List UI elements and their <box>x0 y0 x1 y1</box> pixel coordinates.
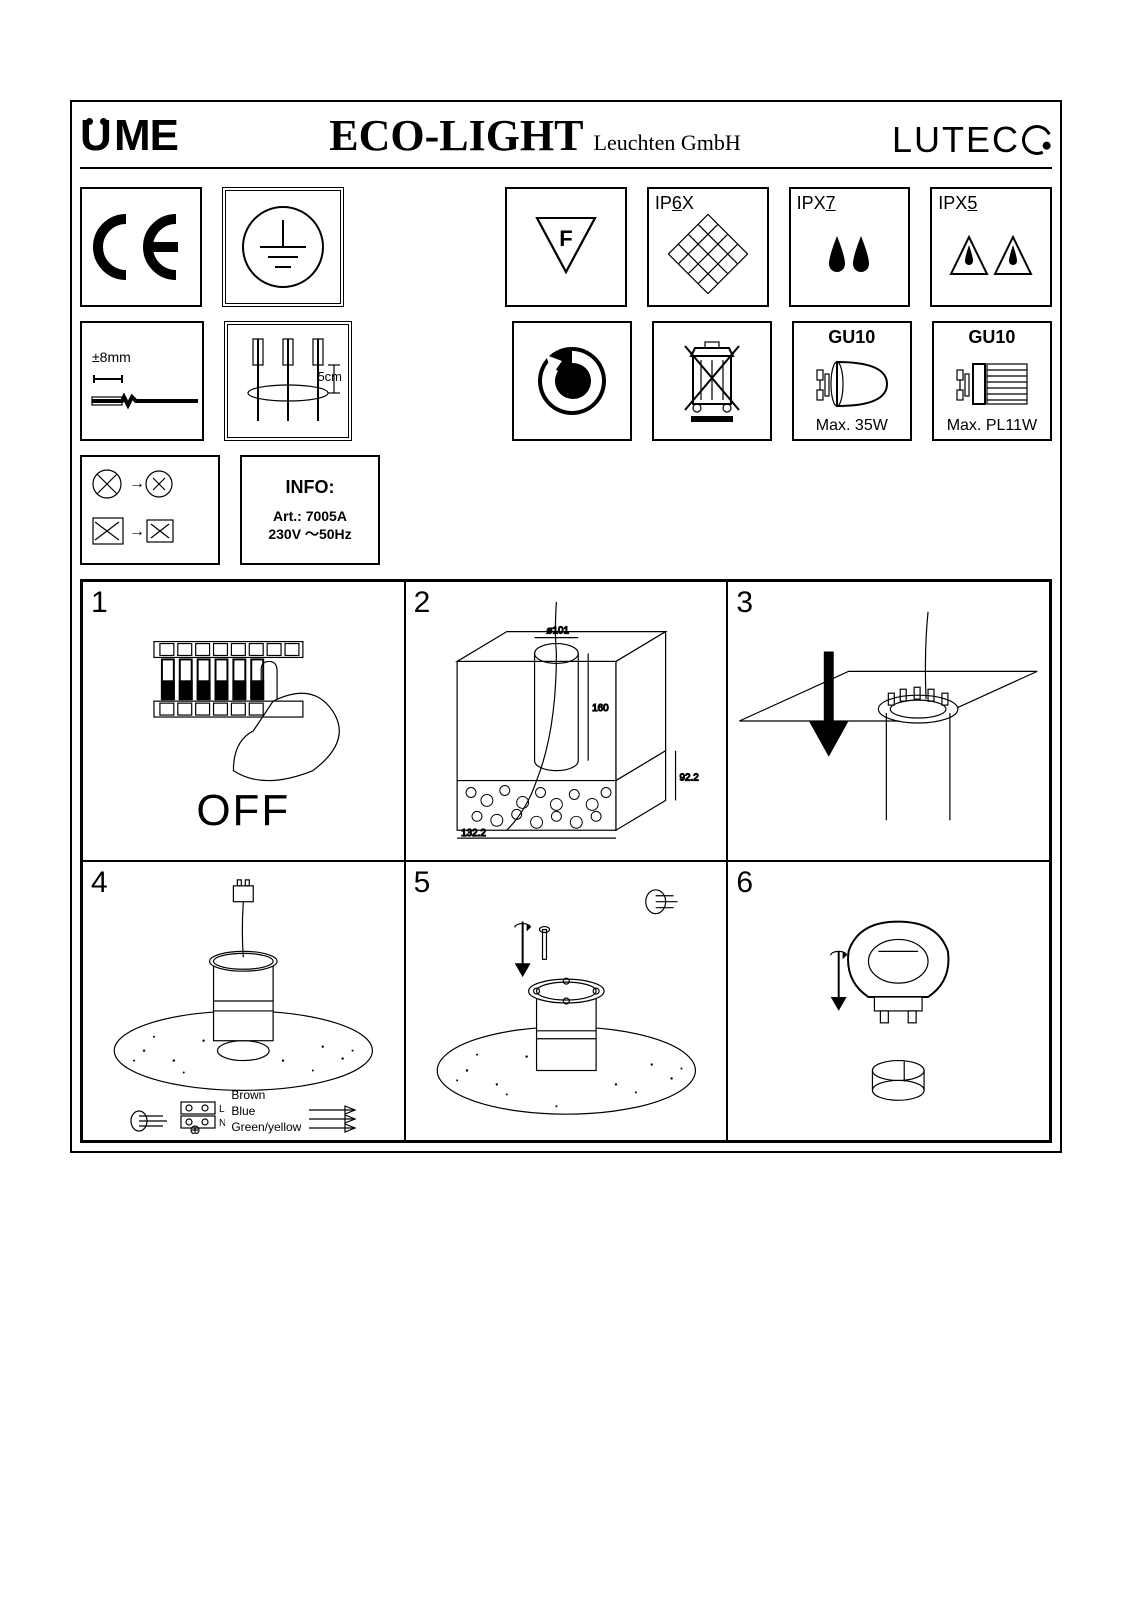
weee-bin-icon <box>652 321 772 441</box>
gu10-pl11w-icon: GU10 <box>932 321 1052 441</box>
certification-icons: F IP6X <box>80 187 1052 565</box>
document-title: ECO-LIGHT Leuchten GmbH <box>329 110 741 161</box>
title-main: ECO-LIGHT <box>329 110 583 161</box>
header-bar: UME ECO-LIGHT Leuchten GmbH LUTEC <box>80 110 1052 169</box>
cable-strip-icon: ±8mm <box>80 321 204 441</box>
recycle-icon <box>512 321 632 441</box>
svg-text:N: N <box>219 1118 225 1129</box>
step-5: 5 <box>405 861 728 1141</box>
info-title: INFO: <box>286 477 335 498</box>
ipx5-icon: IPX5 <box>930 187 1052 307</box>
f-mark-icon: F <box>505 187 627 307</box>
off-label: OFF <box>83 786 404 836</box>
ground-symbol-icon <box>222 187 344 307</box>
cable-split-icon: 5cm <box>224 321 352 441</box>
logo-lutec: LUTEC <box>892 119 1052 161</box>
svg-text:92.2: 92.2 <box>679 773 699 784</box>
svg-text:160: 160 <box>592 703 609 714</box>
svg-text:→: → <box>129 523 145 540</box>
page-frame: UME ECO-LIGHT Leuchten GmbH LUTEC <box>70 100 1062 1153</box>
ce-mark-icon <box>80 187 202 307</box>
step-2: 2 <box>405 581 728 861</box>
svg-text:F: F <box>559 226 572 251</box>
wiring-legend: L N Brown Blue Green/yellow <box>91 1088 396 1134</box>
svg-text:ø101: ø101 <box>546 626 569 637</box>
info-box: INFO: Art.: 7005A 230V ～50Hz <box>240 455 380 565</box>
svg-text:132.2: 132.2 <box>461 828 486 839</box>
step-4: 4 <box>82 861 405 1141</box>
info-voltage: 230V ～50Hz <box>268 524 351 544</box>
step-6: 6 <box>727 861 1050 1141</box>
ipx7-icon: IPX7 <box>789 187 911 307</box>
bulb-config-icon: → → <box>80 455 220 565</box>
ip6x-icon: IP6X <box>647 187 769 307</box>
svg-text:→: → <box>129 475 145 492</box>
step-1: 1 <box>82 581 405 861</box>
step-3: 3 <box>727 581 1050 861</box>
svg-text:L: L <box>219 1104 225 1115</box>
info-article: Art.: 7005A <box>273 508 347 524</box>
gu10-35w-icon: GU10 Max. 35W <box>792 321 912 441</box>
title-sub: Leuchten GmbH <box>594 130 741 156</box>
logo-ume: UME <box>80 111 178 161</box>
instruction-steps: 1 <box>80 579 1052 1143</box>
